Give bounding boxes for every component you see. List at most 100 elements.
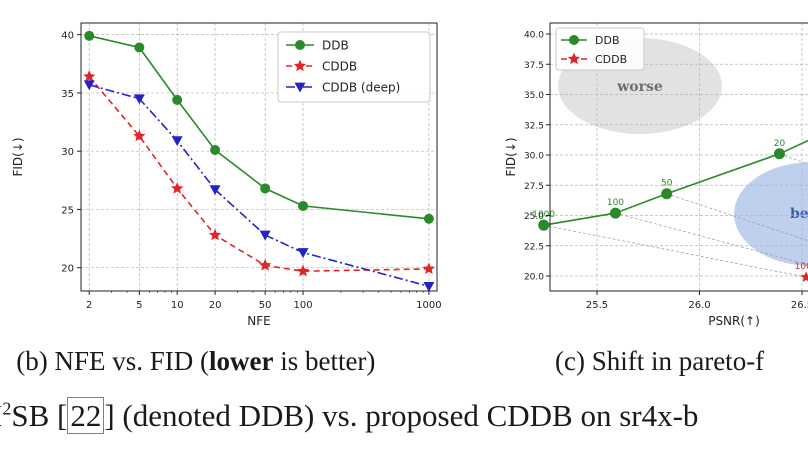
chart2-ticks: 25.526.026.527.027.520.022.525.027.530.0… — [524, 31, 808, 312]
chart2-x-tick-label: 26.0 — [688, 300, 710, 311]
region-worse-label: worse — [616, 79, 663, 95]
caption-b-suffix: is better) — [273, 346, 376, 376]
chart2-legend-label: DDB — [595, 34, 620, 47]
chart2-data-point — [773, 148, 785, 160]
chart1-data-point — [423, 213, 434, 224]
chart2-xlabel: PSNR(↑) — [708, 314, 760, 328]
caption-main-mid: SB [ — [11, 398, 68, 433]
chart1-y-tick-label: 25 — [61, 205, 74, 216]
chart1-data-point — [171, 182, 184, 194]
chart2-point-label: 100 — [607, 198, 624, 208]
chart2-y-tick-label: 20.0 — [524, 273, 544, 283]
chart1-data-point — [422, 262, 436, 275]
chart2-connector-line — [615, 212, 808, 266]
chart1-frame — [80, 22, 438, 292]
region-better — [734, 162, 808, 266]
figure-caption: I2SB [22] (denoted DDB) vs. proposed CDD… — [0, 397, 699, 434]
chart1-x-tick-label: 5 — [136, 300, 142, 311]
chart1-data-point — [134, 42, 145, 53]
chart1-series-line — [88, 76, 429, 273]
chart1-legend-marker — [294, 82, 306, 93]
chart2-point-label: 1000 — [795, 262, 808, 272]
chart1-data-point — [259, 230, 271, 241]
caption-b-text: (b) NFE vs. FID ( — [16, 346, 209, 376]
chart1-data-point — [83, 70, 96, 82]
chart1-data-point — [260, 183, 271, 194]
chart1-xlabel: NFE — [247, 314, 270, 328]
chart1-x-tick-label: 10 — [171, 300, 184, 311]
chart2-legend-marker — [567, 52, 581, 65]
citation-link[interactable]: 22 — [67, 397, 105, 434]
chart2-x-tick-label: 26.5 — [791, 300, 808, 311]
chart2-legend-items: DDB CDDB — [561, 34, 627, 66]
chart2-data-point — [609, 207, 621, 219]
chart1-series-line — [88, 84, 430, 288]
chart2-data-point — [800, 271, 808, 283]
chart1-series — [83, 30, 436, 292]
chart1-data-point — [172, 94, 183, 105]
chart1-legend-items: DDB CDDB CDDB (deep) — [286, 39, 400, 95]
chart2-y-tick-label: 22.5 — [524, 242, 544, 252]
chart1-y-tick-label: 20 — [61, 264, 74, 275]
chart2-legend-label: CDDB — [595, 53, 627, 66]
chart2-y-tick-label: 30.0 — [524, 152, 544, 162]
chart1-legend-label: DDB — [322, 39, 349, 53]
chart2-x-tick-label: 25.5 — [586, 300, 608, 311]
chart2-ylabel: FID(↓) — [504, 137, 518, 176]
chart1-x-tick-label: 2 — [86, 300, 92, 311]
chart2-y-tick-label: 35.0 — [524, 91, 544, 101]
chart2-y-tick-label: 40.0 — [524, 31, 544, 41]
caption-main-sup: 2 — [2, 398, 12, 419]
chart1-x-tick-label: 50 — [259, 300, 272, 311]
chart1-y-tick-label: 35 — [61, 89, 74, 100]
chart2-y-tick-label: 37.5 — [524, 61, 544, 71]
chart1-legend-box — [277, 31, 431, 103]
chart1-data-point — [297, 248, 309, 259]
chart1-data-point — [133, 129, 146, 142]
caption-c-text: (c) Shift in pareto-f — [555, 346, 765, 376]
caption-c: (c) Shift in pareto-f — [555, 346, 764, 377]
chart1-y-tick-label: 40 — [61, 31, 74, 42]
chart2-connectors — [543, 153, 808, 278]
chart2-connector-line — [666, 193, 808, 242]
chart1-data-point — [298, 200, 309, 211]
chart1-x-tick-label: 100 — [293, 300, 312, 311]
chart1-data-point — [84, 30, 95, 41]
chart1-data-point — [210, 145, 221, 156]
chart2-point-label: 20 — [774, 139, 786, 149]
chart1-data-point — [296, 264, 310, 277]
chart1-data-point — [171, 136, 183, 147]
chart1-data-point — [208, 228, 222, 241]
chart1-y-tick-label: 30 — [61, 147, 74, 158]
chart1-data-point — [133, 94, 145, 105]
chart2-point-label: 50 — [661, 179, 673, 189]
chart2-y-tick-label: 32.5 — [524, 121, 544, 131]
chart2-y-tick-label: 27.5 — [524, 182, 544, 192]
region-better-label: be — [790, 206, 808, 222]
chart2-legend-marker — [569, 35, 579, 45]
chart2-data-point — [538, 219, 550, 231]
chart1-legend-marker — [295, 40, 305, 50]
chart1-legend-label: CDDB — [322, 60, 357, 74]
chart1-x-tick-label: 1000 — [416, 300, 441, 311]
chart1-data-point — [259, 258, 272, 271]
chart1-ylabel: FID(↓) — [11, 137, 25, 176]
chart1-data-point — [83, 80, 95, 91]
chart2: worse be 1000100502010510001005020 25.52… — [504, 22, 808, 328]
chart2-point-label: 1000 — [532, 210, 555, 220]
caption-main-prefix: I — [0, 398, 2, 433]
chart1-legend-marker — [293, 59, 307, 72]
caption-main-rest: ] (denoted DDB) vs. proposed CDDB on sr4… — [104, 398, 699, 433]
caption-b: r) (b) NFE vs. FID (lower is better) — [0, 346, 375, 377]
chart2-frame — [549, 22, 808, 292]
chart1-x-tick-label: 20 — [209, 300, 222, 311]
chart1-data-point — [209, 185, 221, 196]
chart2-connector-line — [543, 224, 807, 278]
chart1-legend: DDB CDDB CDDB (deep) — [277, 31, 431, 103]
chart1-data-point — [423, 281, 435, 292]
chart2-series: 1000100502010510001005020 — [532, 139, 808, 283]
chart2-y-tick-label: 25.0 — [524, 212, 544, 222]
chart2-legend: DDB CDDB — [555, 27, 645, 71]
